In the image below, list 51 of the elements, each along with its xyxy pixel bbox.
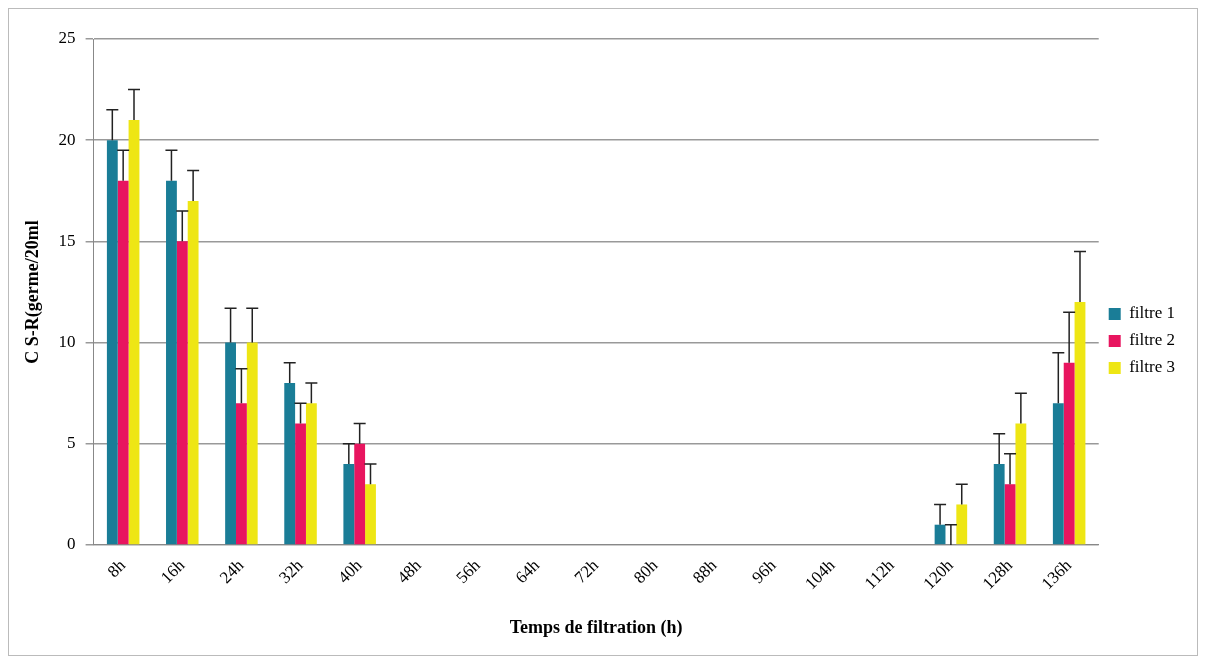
y-tick-label: 25	[58, 28, 76, 48]
bar	[166, 180, 177, 545]
x-tick-label: 96h	[748, 555, 780, 588]
bar	[1063, 362, 1075, 545]
x-tick-label: 40h	[334, 555, 366, 588]
x-tick-label: 16h	[156, 555, 189, 588]
legend-label: filtre 2	[1129, 330, 1176, 350]
x-tick-label: 48h	[393, 555, 426, 588]
bar	[354, 443, 366, 545]
x-tick-label: 104h	[801, 555, 839, 594]
bar	[956, 504, 968, 545]
bar	[934, 524, 946, 545]
bar	[1015, 423, 1027, 545]
legend-label: filtre 1	[1129, 303, 1176, 323]
y-tick-label: 0	[67, 534, 76, 554]
bar	[225, 342, 236, 545]
bar	[1004, 484, 1016, 545]
x-tick-label: 80h	[629, 555, 662, 588]
x-tick-label: 128h	[978, 555, 1017, 594]
x-tick-label: 112h	[860, 555, 899, 593]
x-tick-label: 136h	[1037, 555, 1076, 594]
bar	[187, 200, 199, 545]
bar	[246, 342, 258, 545]
bar	[305, 403, 317, 545]
y-axis-title: C S-R(germe/20ml	[22, 220, 44, 364]
bar	[128, 119, 140, 545]
bar	[343, 463, 355, 545]
x-axis-title: Temps de filtration (h)	[509, 616, 683, 638]
y-tick-label: 15	[58, 230, 76, 250]
x-tick-label: 8h	[103, 555, 130, 582]
x-tick-label: 120h	[919, 555, 958, 594]
bar	[176, 241, 188, 545]
bar	[106, 140, 118, 545]
bar	[1074, 302, 1086, 545]
bar	[284, 383, 296, 545]
bar	[365, 484, 376, 545]
bar	[295, 423, 306, 545]
y-tick-label: 20	[58, 129, 76, 149]
x-tick-label: 72h	[570, 555, 603, 588]
x-tick-label: 88h	[688, 555, 721, 588]
x-tick-label: 64h	[511, 555, 544, 588]
bar	[993, 463, 1005, 545]
y-tick-label: 10	[58, 332, 76, 352]
x-tick-label: 32h	[275, 555, 307, 588]
bar	[1052, 403, 1064, 545]
legend-label: filtre 3	[1129, 357, 1176, 377]
x-tick-label: 24h	[215, 555, 248, 588]
bar	[117, 180, 129, 545]
y-tick-label: 5	[67, 433, 76, 453]
x-tick-label: 56h	[452, 555, 485, 588]
bar	[235, 403, 247, 545]
